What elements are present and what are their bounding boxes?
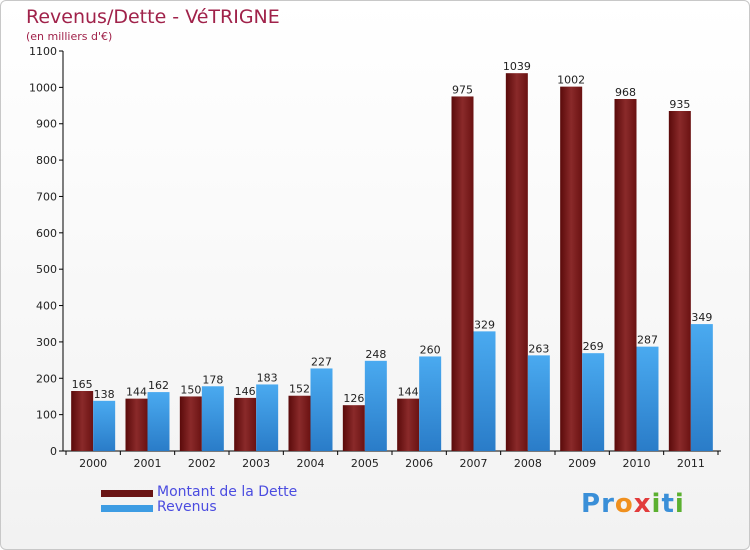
- y-tick-label-9: 900: [36, 118, 57, 131]
- bar-revenus-2007: [473, 331, 496, 451]
- bar-revenus-2004: [310, 368, 333, 451]
- chart-bars: [71, 73, 713, 452]
- proxiti-logo: Proxiti: [581, 489, 685, 519]
- y-tick-label-11: 1100: [29, 45, 57, 58]
- bar-revenus-2002: [201, 386, 224, 451]
- data-label-dette-2011: 935: [669, 98, 690, 111]
- bar-revenus-2011: [690, 324, 713, 451]
- logo-letter-2: o: [614, 489, 634, 519]
- x-tick-label-2000: 2000: [79, 457, 107, 470]
- y-tick-label-8: 800: [36, 154, 57, 167]
- data-label-revenus-2006: 260: [420, 343, 441, 356]
- bar-dette-2000: [71, 391, 94, 451]
- y-tick-label-2: 200: [36, 372, 57, 385]
- y-tick-label-4: 400: [36, 300, 57, 313]
- data-label-dette-2003: 146: [235, 385, 256, 398]
- bar-dette-2004: [288, 395, 311, 451]
- logo-letter-1: r: [601, 489, 615, 519]
- legend-swatch-dette: [101, 490, 153, 497]
- x-tick-label-2009: 2009: [568, 457, 596, 470]
- chart-subtitle: (en milliers d'€): [26, 30, 113, 43]
- y-tick-label-0: 0: [50, 445, 57, 458]
- x-tick-label-2007: 2007: [460, 457, 488, 470]
- legend-label-revenus: Revenus: [157, 499, 217, 515]
- y-tick-label-5: 500: [36, 263, 57, 276]
- data-label-dette-2004: 152: [289, 383, 310, 396]
- logo-letter-5: t: [661, 489, 675, 519]
- bar-revenus-2003: [256, 384, 279, 451]
- chart-title: Revenus/Dette - VéTRIGNE: [26, 6, 280, 28]
- legend-label-dette: Montant de la Dette: [157, 484, 298, 500]
- data-label-revenus-2008: 263: [528, 342, 549, 355]
- x-tick-label-2008: 2008: [514, 457, 542, 470]
- bar-revenus-2008: [527, 355, 550, 451]
- logo-letter-0: P: [581, 489, 602, 519]
- bar-dette-2003: [234, 397, 257, 451]
- data-label-dette-2010: 968: [615, 86, 636, 99]
- bar-revenus-2006: [419, 356, 442, 451]
- data-label-revenus-2003: 183: [257, 371, 278, 384]
- bar-revenus-2000: [93, 400, 116, 451]
- x-tick-label-2010: 2010: [623, 457, 651, 470]
- logo-letter-3: x: [633, 489, 652, 519]
- bar-revenus-2001: [147, 392, 170, 451]
- data-label-dette-2007: 975: [452, 83, 473, 96]
- bar-revenus-2005: [364, 360, 387, 451]
- data-label-revenus-2007: 329: [474, 318, 495, 331]
- data-label-dette-2005: 126: [343, 392, 364, 405]
- bar-dette-2009: [560, 86, 583, 452]
- y-tick-label-1: 100: [36, 409, 57, 422]
- logo-letter-4: i: [651, 489, 662, 519]
- data-label-dette-2008: 1039: [503, 60, 531, 73]
- bar-dette-2005: [342, 405, 365, 451]
- x-tick-label-2006: 2006: [405, 457, 433, 470]
- data-label-dette-2001: 144: [126, 386, 147, 399]
- data-label-dette-2000: 165: [72, 378, 93, 391]
- bar-dette-2008: [505, 73, 528, 451]
- bar-dette-2010: [614, 99, 637, 451]
- y-tick-label-10: 1000: [29, 81, 57, 94]
- x-tick-label-2001: 2001: [134, 457, 162, 470]
- data-label-dette-2009: 1002: [557, 74, 585, 87]
- x-tick-label-2003: 2003: [242, 457, 270, 470]
- bar-dette-2002: [179, 396, 202, 451]
- bar-revenus-2009: [582, 353, 605, 451]
- logo-letter-6: i: [674, 489, 685, 519]
- x-tick-label-2005: 2005: [351, 457, 379, 470]
- data-label-revenus-2001: 162: [148, 379, 169, 392]
- bar-dette-2007: [451, 96, 474, 452]
- bar-dette-2006: [397, 398, 420, 451]
- y-tick-label-3: 300: [36, 336, 57, 349]
- x-tick-label-2011: 2011: [677, 457, 705, 470]
- y-tick-label-7: 700: [36, 190, 57, 203]
- bar-dette-2011: [668, 111, 691, 451]
- data-label-revenus-2004: 227: [311, 355, 332, 368]
- x-tick-label-2004: 2004: [297, 457, 325, 470]
- data-label-dette-2002: 150: [180, 383, 201, 396]
- data-label-revenus-2000: 138: [94, 388, 115, 401]
- data-label-revenus-2010: 287: [637, 334, 658, 347]
- legend-swatch-revenus: [101, 505, 153, 512]
- data-label-dette-2006: 144: [398, 386, 419, 399]
- bar-revenus-2010: [636, 346, 659, 451]
- chart-axes: 0 100 200 300 400 500 600 700 800 900 1000 1100 2000…: [29, 45, 721, 470]
- x-tick-label-2002: 2002: [188, 457, 216, 470]
- y-tick-label-6: 600: [36, 227, 57, 240]
- data-label-revenus-2002: 178: [202, 373, 223, 386]
- data-label-revenus-2011: 349: [691, 311, 712, 324]
- bar-dette-2001: [125, 398, 148, 451]
- data-label-revenus-2005: 248: [365, 348, 386, 361]
- data-label-revenus-2009: 269: [583, 340, 604, 353]
